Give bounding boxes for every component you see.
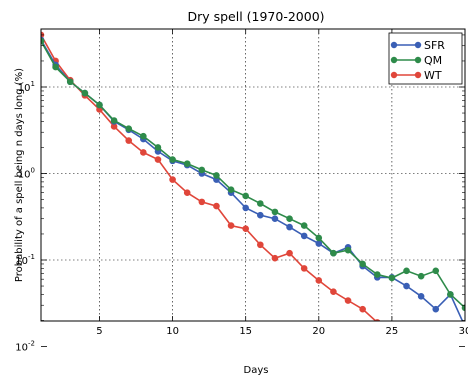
data-point-qm [344,246,352,254]
data-point-qm [125,125,133,132]
data-point-qm [417,272,425,280]
legend-marker-left [390,56,398,64]
legend-label-wt: WT [424,69,442,82]
x-tick-label: 25 [386,326,399,337]
data-point-wt [140,149,147,156]
data-point-wt [330,288,337,296]
data-point-qm [388,274,396,282]
data-point-qm [286,215,293,223]
data-point-qm [271,208,279,216]
data-point-qm [432,267,440,275]
data-point-wt [359,305,366,313]
legend-label-qm: QM [424,54,442,67]
data-point-qm [96,101,103,109]
data-point-qm [52,63,59,71]
data-point-wt [300,265,308,272]
data-point-qm [373,271,381,278]
data-point-wt [286,249,293,257]
data-point-qm [66,78,74,86]
series-layer [41,31,465,348]
data-point-qm [183,160,191,167]
data-point-wt [110,123,118,130]
x-tick-label: 20 [312,326,325,337]
data-point-wt [213,202,220,210]
data-point-qm [198,166,206,174]
x-tick-label: 10 [166,326,179,337]
data-point-qm [154,144,162,151]
data-point-wt [447,341,454,348]
series-wt [41,31,454,348]
y-tick-label: 101 [18,80,35,94]
data-point-sfr [286,223,293,231]
data-point-qm [213,172,220,179]
data-point-sfr [417,293,425,300]
data-point-qm [140,132,147,140]
data-point-qm [169,156,176,163]
data-point-wt [315,277,323,284]
data-point-qm [315,234,323,242]
data-point-wt [183,189,191,196]
data-point-qm [359,260,366,268]
data-point-qm [242,192,249,200]
data-point-qm [330,249,337,257]
legend-marker-right [414,56,422,64]
data-point-qm [403,267,410,275]
y-tick-label: 10-2 [15,340,35,354]
legend-label-sfr: SFR [424,39,445,52]
data-point-wt [169,176,176,183]
data-point-sfr [432,305,440,313]
data-point-wt [125,137,133,144]
data-point-qm [257,200,264,207]
data-point-qm [447,291,454,298]
data-point-wt [403,333,410,340]
data-point-qm [461,304,465,312]
y-axis-label: Probability of a spell being n days long… [14,68,25,282]
data-point-wt [432,341,439,348]
data-point-sfr [242,204,249,212]
data-point-wt [154,156,162,163]
data-point-sfr [257,211,264,219]
data-point-sfr [315,240,323,247]
data-point-qm [227,186,235,193]
y-tick-label: 100 [18,167,35,181]
x-tick-label: 15 [239,326,252,337]
legend-marker-left [390,41,398,49]
data-point-wt [374,319,381,321]
data-point-sfr [403,282,410,290]
data-point-wt [257,241,264,249]
data-point-qm [81,89,89,97]
data-point-qm [110,117,118,124]
ticks: 5 10 15 20 25 30 101 100 10-1 10-2 [15,29,468,354]
series-qm [41,37,465,312]
legend: SFR QM WT [388,32,463,85]
data-point-sfr [300,232,308,240]
legend-marker-left [390,71,398,79]
chart-title: Dry spell (1970-2000) [187,9,324,24]
data-point-wt [227,222,235,229]
x-tick-label: 5 [96,326,102,337]
x-tick-label: 30 [459,326,468,337]
data-point-qm [41,37,45,45]
plot-frame [40,28,466,322]
y-tick-label: 10-1 [15,253,35,267]
data-point-wt [418,338,425,345]
legend-marker-right [414,71,422,79]
data-point-sfr [271,215,279,223]
data-point-wt [344,297,352,304]
data-point-wt [271,254,279,262]
data-point-wt [242,225,249,233]
data-point-qm [300,222,308,229]
legend-marker-right [414,41,422,49]
x-axis-label: Days [244,365,269,376]
data-point-wt [389,341,396,348]
data-point-wt [198,198,206,206]
